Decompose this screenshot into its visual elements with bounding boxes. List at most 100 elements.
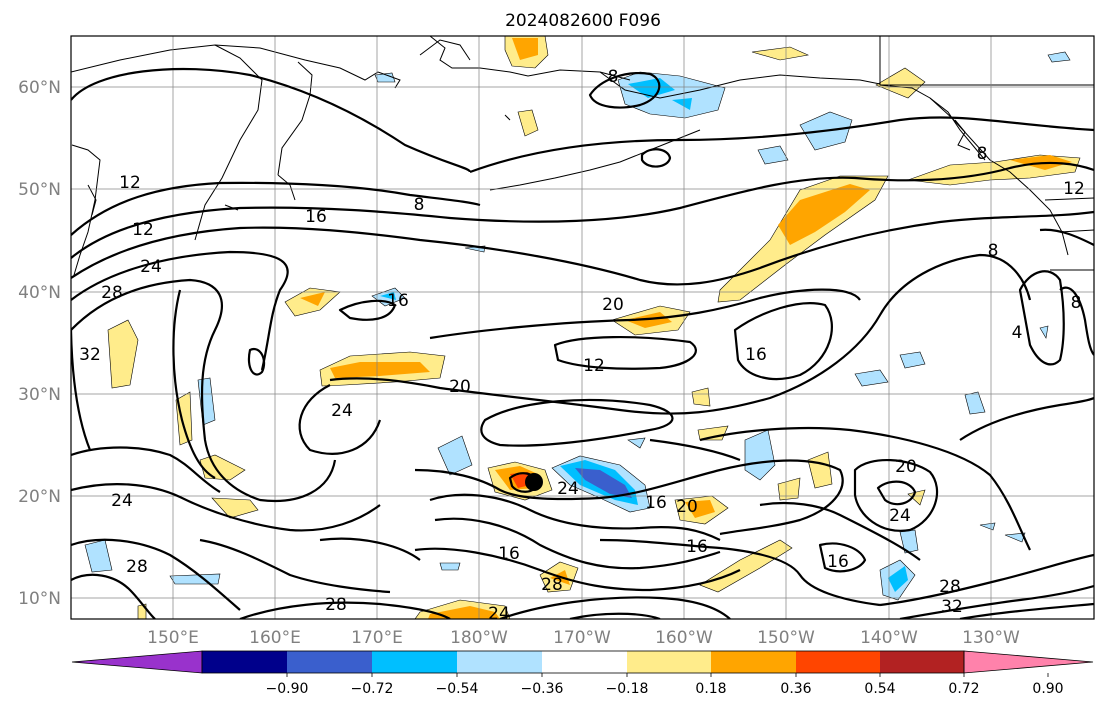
colorbar-extend-low xyxy=(71,650,203,674)
latitude-axis: 60°N 50°N 40°N 30°N 20°N 10°N xyxy=(18,78,61,609)
contour-label: 16 xyxy=(686,537,708,557)
contour-label: 12 xyxy=(1063,179,1085,199)
contour-label: 32 xyxy=(941,597,963,617)
contour-label: 16 xyxy=(745,345,767,365)
colorbar-swatch xyxy=(796,651,880,673)
gridlines xyxy=(71,36,1094,619)
lat-label: 20°N xyxy=(18,487,61,507)
positive-anomaly-region xyxy=(517,109,539,137)
contour-label: 32 xyxy=(79,345,101,365)
positive-anomaly-region xyxy=(699,539,793,593)
colorbar-swatch xyxy=(542,651,627,673)
lon-label: 160°E xyxy=(249,628,301,648)
colorbar-swatch xyxy=(372,651,457,673)
longitude-axis: 150°E 160°E 170°E 180°W 170°W 160°W 150°… xyxy=(147,628,1020,648)
negative-anomaly-region xyxy=(628,78,675,98)
positive-anomaly-region xyxy=(807,451,833,489)
contour-label: 8 xyxy=(414,195,425,215)
contour-label: 28 xyxy=(101,283,123,303)
colorbar-tick-label: 0.18 xyxy=(695,681,726,697)
colorbar-swatch xyxy=(880,651,964,673)
colorbar-tick-label: −0.90 xyxy=(266,681,309,697)
colorbar-frame xyxy=(201,650,965,674)
positive-anomaly-region xyxy=(330,362,430,378)
contour-label: 24 xyxy=(557,479,579,499)
negative-anomaly-region xyxy=(899,351,926,369)
colorbar-tick-label: 0.90 xyxy=(1032,681,1063,697)
contour-label: 24 xyxy=(889,506,911,526)
contour-label: 20 xyxy=(602,295,624,315)
contour-label: 24 xyxy=(331,401,353,421)
negative-anomaly-region xyxy=(888,566,908,592)
positive-anomaly-region xyxy=(751,46,810,61)
lon-label: 150°E xyxy=(147,628,199,648)
negative-anomaly-region xyxy=(437,435,473,476)
negative-anomaly-region xyxy=(380,292,396,300)
negative-anomaly-region xyxy=(1047,51,1071,63)
negative-anomaly-region xyxy=(439,562,461,571)
contour-label: 28 xyxy=(541,575,563,595)
positive-anomaly-region xyxy=(512,38,538,60)
contour-label: 12 xyxy=(119,173,141,193)
negative-anomaly-region xyxy=(757,145,789,165)
storm-center-icon xyxy=(525,473,543,491)
contour-label: 20 xyxy=(895,457,917,477)
contour-label: 8 xyxy=(977,144,988,164)
colorbar-tick-label: −0.54 xyxy=(436,681,479,697)
lon-label: 130°W xyxy=(962,628,1020,648)
positive-anomaly-region xyxy=(211,497,259,519)
contour-label: 8 xyxy=(988,241,999,261)
colorbar-swatch xyxy=(627,651,711,673)
lat-label: 30°N xyxy=(18,385,61,405)
colorbar-tick-label: −0.36 xyxy=(521,681,564,697)
lon-label: 160°W xyxy=(655,628,713,648)
positive-anomaly-region xyxy=(107,319,139,389)
map-frame xyxy=(70,35,1095,620)
negative-anomaly-region xyxy=(854,369,889,387)
lon-label: 180°W xyxy=(450,628,508,648)
contour-lines xyxy=(71,67,1094,619)
positive-anomaly-region xyxy=(778,184,870,245)
positive-anomaly-region xyxy=(875,67,926,99)
lon-label: 150°W xyxy=(757,628,815,648)
map-title: 2024082600 F096 xyxy=(505,11,661,31)
contour-label: 16 xyxy=(645,493,667,513)
colorbar-tick-label: −0.72 xyxy=(351,681,394,697)
colorbar-tick-label: 0.72 xyxy=(948,681,979,697)
coastlines xyxy=(71,36,1094,276)
lon-label: 170°W xyxy=(553,628,611,648)
contour-label: 28 xyxy=(939,577,961,597)
lon-label: 140°W xyxy=(860,628,918,648)
colorbar-extend-high xyxy=(963,650,1094,674)
contour-label: 20 xyxy=(676,497,698,517)
lat-label: 40°N xyxy=(18,283,61,303)
negative-anomaly-region xyxy=(84,539,113,573)
contour-labels: 8 8 12 12 16 24 28 32 16 20 12 20 16 24 … xyxy=(79,67,1085,619)
positive-anomaly-region xyxy=(175,391,193,446)
contour-label: 16 xyxy=(827,552,849,572)
colorbar-tick-label: −0.18 xyxy=(606,681,649,697)
map-panel: 8 8 12 12 16 24 28 32 16 20 12 20 16 24 … xyxy=(71,36,1094,619)
contour-label: 8 xyxy=(1071,293,1082,313)
contour-label: 20 xyxy=(449,377,471,397)
positive-anomaly-region xyxy=(300,292,325,306)
contour-label: 16 xyxy=(305,207,327,227)
contour-label: 12 xyxy=(583,356,605,376)
lat-label: 10°N xyxy=(18,589,61,609)
contour-label: 28 xyxy=(126,557,148,577)
negative-anomaly-region xyxy=(575,468,632,498)
negative-anomaly-region xyxy=(627,437,646,449)
contour-label: 28 xyxy=(325,595,347,615)
colorbar: −0.90 −0.72 −0.54 −0.36 −0.18 0.18 0.36 0.54 0.7… xyxy=(71,650,1094,697)
negative-anomaly-region xyxy=(1039,325,1049,339)
lon-label: 170°E xyxy=(351,628,403,648)
colorbar-swatch xyxy=(202,651,287,673)
contour-label: 24 xyxy=(140,257,162,277)
contour-label: 16 xyxy=(387,291,409,311)
negative-anomaly-region xyxy=(672,98,692,110)
colorbar-swatch xyxy=(711,651,796,673)
contour-label: 8 xyxy=(608,67,619,87)
lat-label: 50°N xyxy=(18,180,61,200)
contour-label: 16 xyxy=(498,544,520,564)
contour-label: 24 xyxy=(111,491,133,511)
